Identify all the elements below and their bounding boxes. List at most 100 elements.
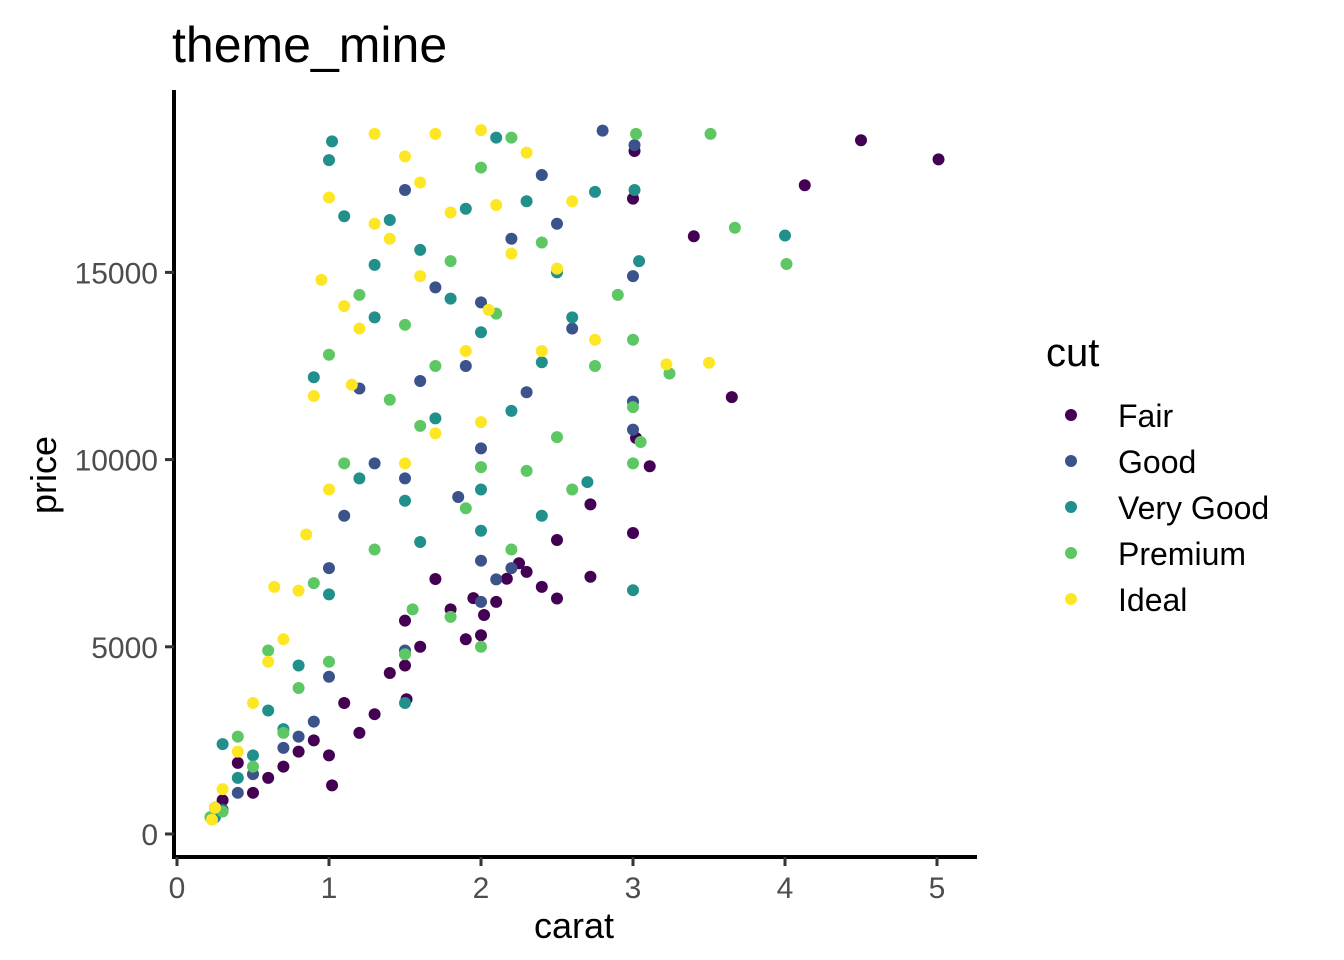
data-point [475,461,487,474]
data-point [277,741,290,754]
data-point [277,726,290,739]
data-point [584,570,597,583]
y-tick-label: 0 [141,819,158,852]
data-point [292,730,305,743]
data-point [475,629,487,642]
x-axis-ticks: 0 1 2 3 4 5 [169,857,946,905]
data-point [475,161,487,174]
data-point [414,243,427,256]
data-point [704,127,717,140]
data-point [505,562,518,575]
data-point [399,659,411,672]
data-point [231,756,244,769]
data-point [429,281,442,294]
data-point [779,229,791,242]
data-point [584,498,597,511]
data-point [247,760,259,773]
data-point [292,659,305,672]
y-tick-label: 15000 [75,257,158,290]
data-point [566,322,579,335]
data-point [368,708,381,721]
data-point [231,771,244,784]
data-point [505,247,518,260]
legend-key [1065,593,1077,605]
data-point [475,524,487,537]
data-point [628,184,641,197]
data-point [459,360,472,372]
data-point [475,124,487,137]
data-point [520,464,533,477]
data-point [338,300,351,313]
y-axis-title: price [23,436,64,514]
data-point [551,533,563,546]
data-point [535,509,548,522]
data-point [268,580,281,593]
data-point [307,371,320,384]
data-point [368,311,381,324]
data-point [500,572,513,585]
data-point [323,562,335,575]
data-point [475,554,487,567]
data-point [231,730,244,743]
data-point [345,378,358,391]
data-point [277,760,290,773]
data-point [932,153,945,166]
data-point [520,146,533,159]
data-point [855,134,867,147]
data-point [444,610,457,623]
data-point [780,258,793,271]
data-point [323,588,335,601]
data-point [353,288,366,301]
data-point [323,655,335,668]
x-tick-label: 5 [929,872,946,905]
data-point [627,526,639,539]
data-point [307,577,320,590]
y-axis-ticks: 0 5000 10000 15000 [75,257,174,852]
data-point [475,326,487,339]
data-point [429,573,442,586]
data-point [247,696,259,709]
legend-label: Good [1118,444,1196,480]
data-point [490,573,503,586]
x-tick-label: 1 [321,872,338,905]
data-point [323,191,335,204]
data-point [627,584,639,597]
legend-label: Ideal [1118,582,1187,618]
data-point [725,391,738,404]
x-tick-label: 4 [777,872,794,905]
data-point [660,358,673,371]
data-point [687,230,700,243]
data-point [292,681,305,694]
data-point [323,348,335,361]
data-point [323,749,335,762]
data-point [505,404,518,417]
legend-label: Premium [1118,536,1246,572]
data-point [300,528,313,541]
data-point [429,127,442,140]
data-point [338,210,351,223]
data-point [231,786,244,799]
chart-title: theme_mine [172,17,447,73]
data-point [307,734,320,747]
data-point [353,322,366,335]
data-point [505,232,518,245]
y-tick-label: 5000 [91,632,158,665]
data-point [459,202,472,215]
data-point [627,423,639,436]
data-point [490,595,503,608]
data-point [399,457,411,470]
data-point [551,262,563,275]
data-point [633,255,646,268]
data-point [383,393,396,406]
data-point [315,273,328,286]
x-tick-label: 2 [473,872,490,905]
data-point [399,696,411,709]
data-point [338,457,351,470]
data-point [399,150,411,163]
data-point [205,813,218,826]
data-point [414,374,427,387]
data-point [566,195,579,208]
data-point [475,416,487,429]
legend-key [1065,455,1077,467]
data-point [459,502,472,515]
